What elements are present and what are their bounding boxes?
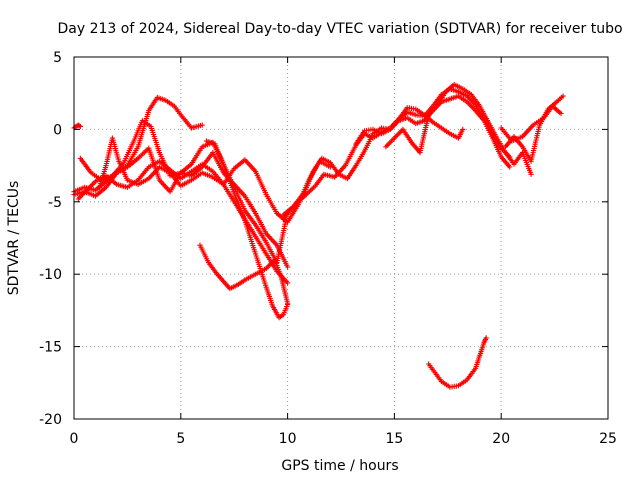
grid — [74, 57, 608, 419]
plot-frame — [73, 56, 609, 420]
data-point-marker — [285, 302, 291, 308]
data-point-marker — [199, 122, 205, 128]
chart-title: Day 213 of 2024, Sidereal Day-to-day VTE… — [57, 21, 622, 37]
x-tick-label: 10 — [279, 431, 297, 447]
x-tick-label: 15 — [385, 431, 403, 447]
x-tick-label: 5 — [176, 431, 185, 447]
data-point-marker — [528, 171, 534, 177]
data-point-marker — [285, 264, 291, 270]
series-arc-09 — [280, 93, 513, 218]
series-arc-15 — [426, 335, 489, 390]
data-point-marker — [560, 93, 566, 99]
y-tick-label: -10 — [39, 267, 62, 283]
series-arc-14 — [498, 103, 564, 144]
data-series — [71, 81, 566, 390]
x-tick-label: 0 — [70, 431, 79, 447]
data-point-marker — [460, 126, 466, 132]
axis-ticks: 0 5 10 15 20 25 5 0 -5 -10 -15 -20 — [39, 50, 617, 447]
series-arc-08 — [203, 138, 291, 321]
data-point-marker — [285, 280, 291, 286]
data-point-marker — [507, 164, 513, 170]
x-axis-label: GPS time / hours — [281, 458, 398, 474]
y-tick-label: -5 — [48, 195, 62, 211]
series-arc-07 — [197, 242, 291, 306]
y-tick-label: 5 — [53, 50, 62, 66]
series-arc-12 — [353, 105, 466, 147]
x-tick-label: 25 — [599, 431, 617, 447]
data-point-marker — [77, 123, 83, 130]
series-arc-11 — [383, 81, 534, 177]
y-axis-label: SDTVAR / TECUs — [6, 181, 22, 296]
y-tick-label: 0 — [53, 122, 62, 138]
y-tick-label: -20 — [39, 412, 62, 428]
data-point-marker — [558, 110, 564, 117]
x-tick-label: 20 — [492, 431, 510, 447]
data-point-marker — [483, 335, 489, 341]
y-tick-label: -15 — [39, 340, 62, 356]
data-point-marker — [76, 123, 82, 129]
